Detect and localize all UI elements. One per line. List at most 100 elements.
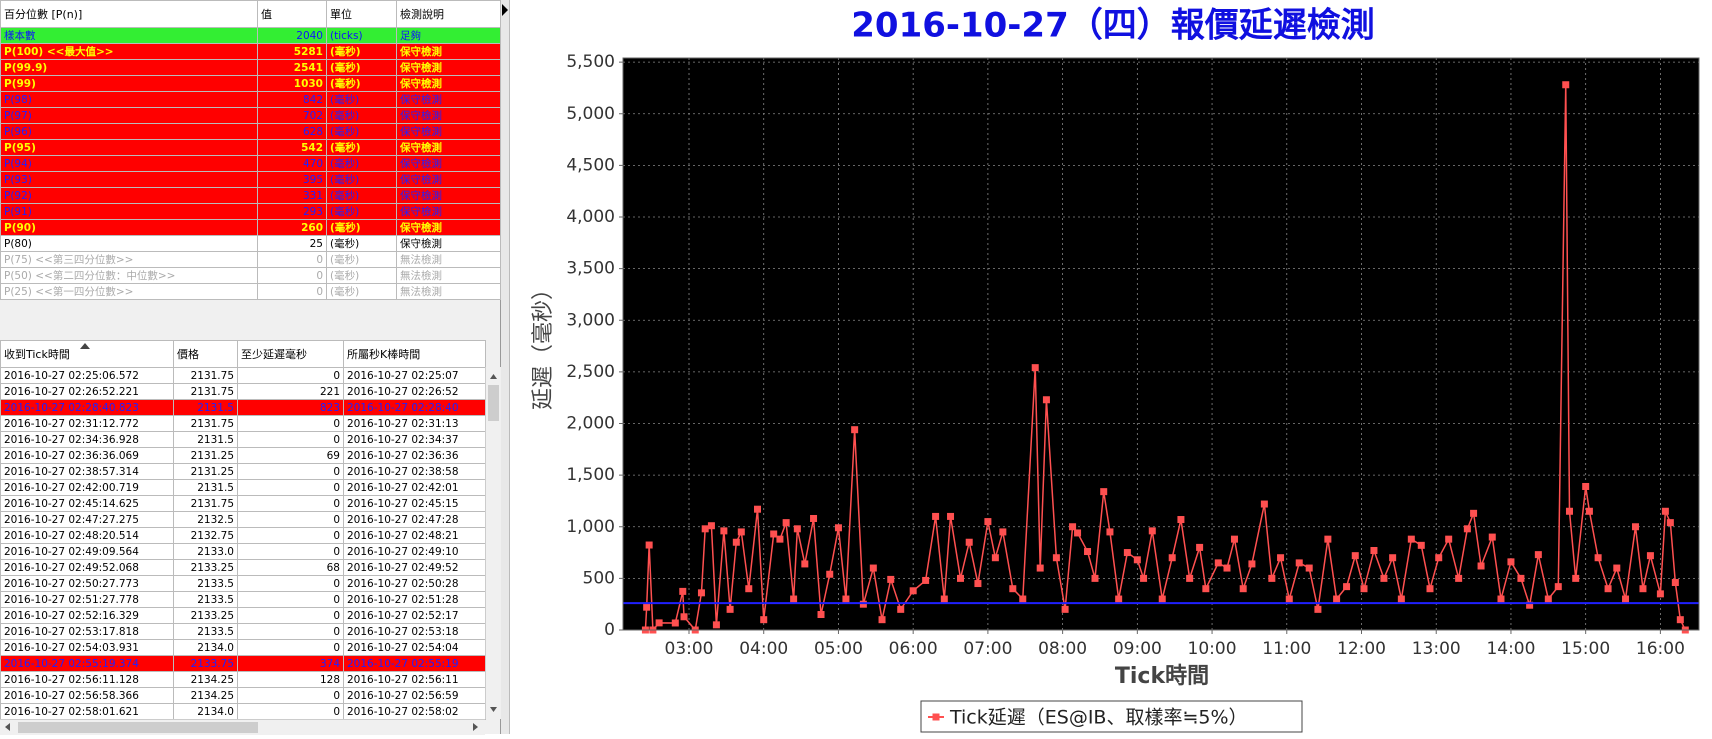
y-axis-label: 延遲（毫秒） bbox=[531, 278, 556, 410]
point-marker bbox=[1517, 574, 1525, 582]
table-cell: 0 bbox=[257, 251, 327, 268]
column-header[interactable]: 所屬秒K棒時間 bbox=[343, 340, 486, 368]
table-cell: P(96) bbox=[0, 123, 258, 140]
point-marker bbox=[1084, 548, 1092, 556]
point-marker bbox=[1477, 562, 1485, 570]
table-cell: 2016-10-27 02:31:13 bbox=[343, 415, 486, 432]
table-row: P(95) 542 (毫秒) 保守檢測 bbox=[0, 139, 501, 156]
table-cell: (毫秒) bbox=[326, 155, 397, 172]
point-marker bbox=[1380, 574, 1388, 582]
point-marker bbox=[770, 530, 778, 538]
point-marker bbox=[712, 621, 720, 629]
splitter[interactable] bbox=[501, 0, 510, 734]
y-tick-label: 4,000 bbox=[566, 207, 615, 227]
point-marker bbox=[1565, 507, 1573, 515]
table-cell: 2016-10-27 02:36:36 bbox=[343, 447, 486, 464]
table-row: 2016-10-27 02:56:58.366 2134.25 0 2016-10-2… bbox=[0, 687, 486, 704]
table-row: 2016-10-27 02:50:27.773 2133.5 0 2016-10-27… bbox=[0, 575, 486, 592]
point-marker bbox=[1305, 564, 1313, 572]
point-marker bbox=[991, 554, 999, 562]
y-tick-label: 5,000 bbox=[566, 104, 615, 124]
table-cell: 2131.75 bbox=[173, 367, 238, 384]
point-marker bbox=[851, 426, 859, 434]
point-marker bbox=[965, 538, 973, 546]
table-cell: 樣本數 bbox=[0, 27, 258, 44]
vertical-scrollbar[interactable] bbox=[485, 367, 501, 719]
column-header[interactable]: 值 bbox=[257, 0, 327, 28]
table-cell: 2133.5 bbox=[173, 623, 238, 640]
point-marker bbox=[1604, 585, 1612, 593]
point-marker bbox=[1639, 585, 1647, 593]
table-cell: P(50) <<第二四分位數：中位數>> bbox=[0, 267, 258, 284]
column-header[interactable]: 百分位數 [P(n)] bbox=[0, 0, 258, 28]
column-header[interactable]: 檢測說明 bbox=[396, 0, 501, 28]
table-row: 2016-10-27 02:36:36.069 2131.25 69 2016-10-… bbox=[0, 447, 486, 464]
table-cell: P(94) bbox=[0, 155, 258, 172]
table-cell: 2016-10-27 02:25:07 bbox=[343, 367, 486, 384]
table-cell: 2016-10-27 02:26:52.221 bbox=[0, 383, 174, 400]
table-row: 樣本數 2040 (ticks) 足夠 bbox=[0, 27, 501, 44]
table-cell: 0 bbox=[237, 431, 344, 448]
table-row: P(50) <<第二四分位數：中位數>> 0 (毫秒) 無法檢測 bbox=[0, 267, 501, 284]
table-row: 2016-10-27 02:25:06.572 2131.75 0 2016-10-2… bbox=[0, 367, 486, 384]
column-header[interactable]: 單位 bbox=[326, 0, 397, 28]
point-marker bbox=[1230, 535, 1238, 543]
point-marker bbox=[1544, 595, 1552, 603]
point-marker bbox=[1285, 595, 1293, 603]
table-row: 2016-10-27 02:31:12.772 2131.75 0 2016-10-2… bbox=[0, 415, 486, 432]
table-row: 2016-10-27 02:42:00.719 2131.5 0 2016-10-27… bbox=[0, 479, 486, 496]
table-cell: (毫秒) bbox=[326, 75, 397, 92]
point-marker bbox=[1158, 595, 1166, 603]
point-marker bbox=[645, 541, 653, 549]
table-cell: 823 bbox=[237, 399, 344, 416]
point-marker bbox=[776, 535, 784, 543]
table-cell: 2016-10-27 02:53:18 bbox=[343, 623, 486, 640]
table-cell: 2016-10-27 02:50:28 bbox=[343, 575, 486, 592]
point-marker bbox=[887, 575, 895, 583]
table-cell: 2016-10-27 02:56:11.128 bbox=[0, 671, 174, 688]
point-marker bbox=[1042, 396, 1050, 404]
table-cell: 2016-10-27 02:42:01 bbox=[343, 479, 486, 496]
legend-marker bbox=[932, 713, 940, 721]
point-marker bbox=[878, 616, 886, 624]
legend-box bbox=[920, 700, 1303, 733]
point-marker bbox=[1009, 585, 1017, 593]
table-cell: (毫秒) bbox=[326, 91, 397, 108]
table-cell: 保守檢測 bbox=[396, 123, 501, 140]
table-cell: 2133.75 bbox=[173, 655, 238, 672]
table-cell: 68 bbox=[237, 559, 344, 576]
point-marker bbox=[671, 619, 679, 627]
column-header[interactable]: 至少延遲毫秒 bbox=[237, 340, 344, 368]
table-cell: 260 bbox=[257, 219, 327, 236]
point-marker bbox=[1295, 559, 1303, 567]
point-marker bbox=[1036, 564, 1044, 572]
column-header[interactable]: 收到Tick時間 bbox=[0, 340, 174, 368]
table-cell: 2016-10-27 02:42:00.719 bbox=[0, 479, 174, 496]
point-marker bbox=[782, 519, 790, 527]
x-tick-label: 09:00 bbox=[1113, 639, 1162, 659]
point-marker bbox=[1455, 574, 1463, 582]
table-row: P(25) <<第一四分位數>> 0 (毫秒) 無法檢測 bbox=[0, 283, 501, 300]
table-cell: (毫秒) bbox=[326, 123, 397, 140]
table-cell: 0 bbox=[237, 479, 344, 496]
point-marker bbox=[1661, 507, 1669, 515]
column-header[interactable]: 價格 bbox=[173, 340, 238, 368]
point-marker bbox=[1091, 574, 1099, 582]
table-cell: 2016-10-27 02:51:28 bbox=[343, 591, 486, 608]
point-marker bbox=[1314, 605, 1322, 613]
point-marker bbox=[655, 619, 663, 627]
table-cell: P(25) <<第一四分位數>> bbox=[0, 283, 258, 300]
point-marker bbox=[826, 570, 834, 578]
horizontal-scrollbar[interactable] bbox=[0, 719, 485, 735]
point-marker bbox=[1277, 554, 1285, 562]
point-marker bbox=[1656, 590, 1664, 598]
table-row: 2016-10-27 02:47:27.275 2132.5 0 2016-10-27… bbox=[0, 511, 486, 528]
table-cell: 0 bbox=[237, 703, 344, 720]
point-marker bbox=[1417, 541, 1425, 549]
table-cell: 0 bbox=[237, 687, 344, 704]
point-marker bbox=[760, 616, 768, 624]
table-row: 2016-10-27 02:49:09.564 2133.0 0 2016-10-27… bbox=[0, 543, 486, 560]
table-cell: P(99.9) bbox=[0, 59, 258, 76]
sort-arrow[interactable] bbox=[80, 343, 90, 349]
point-marker bbox=[932, 512, 940, 520]
